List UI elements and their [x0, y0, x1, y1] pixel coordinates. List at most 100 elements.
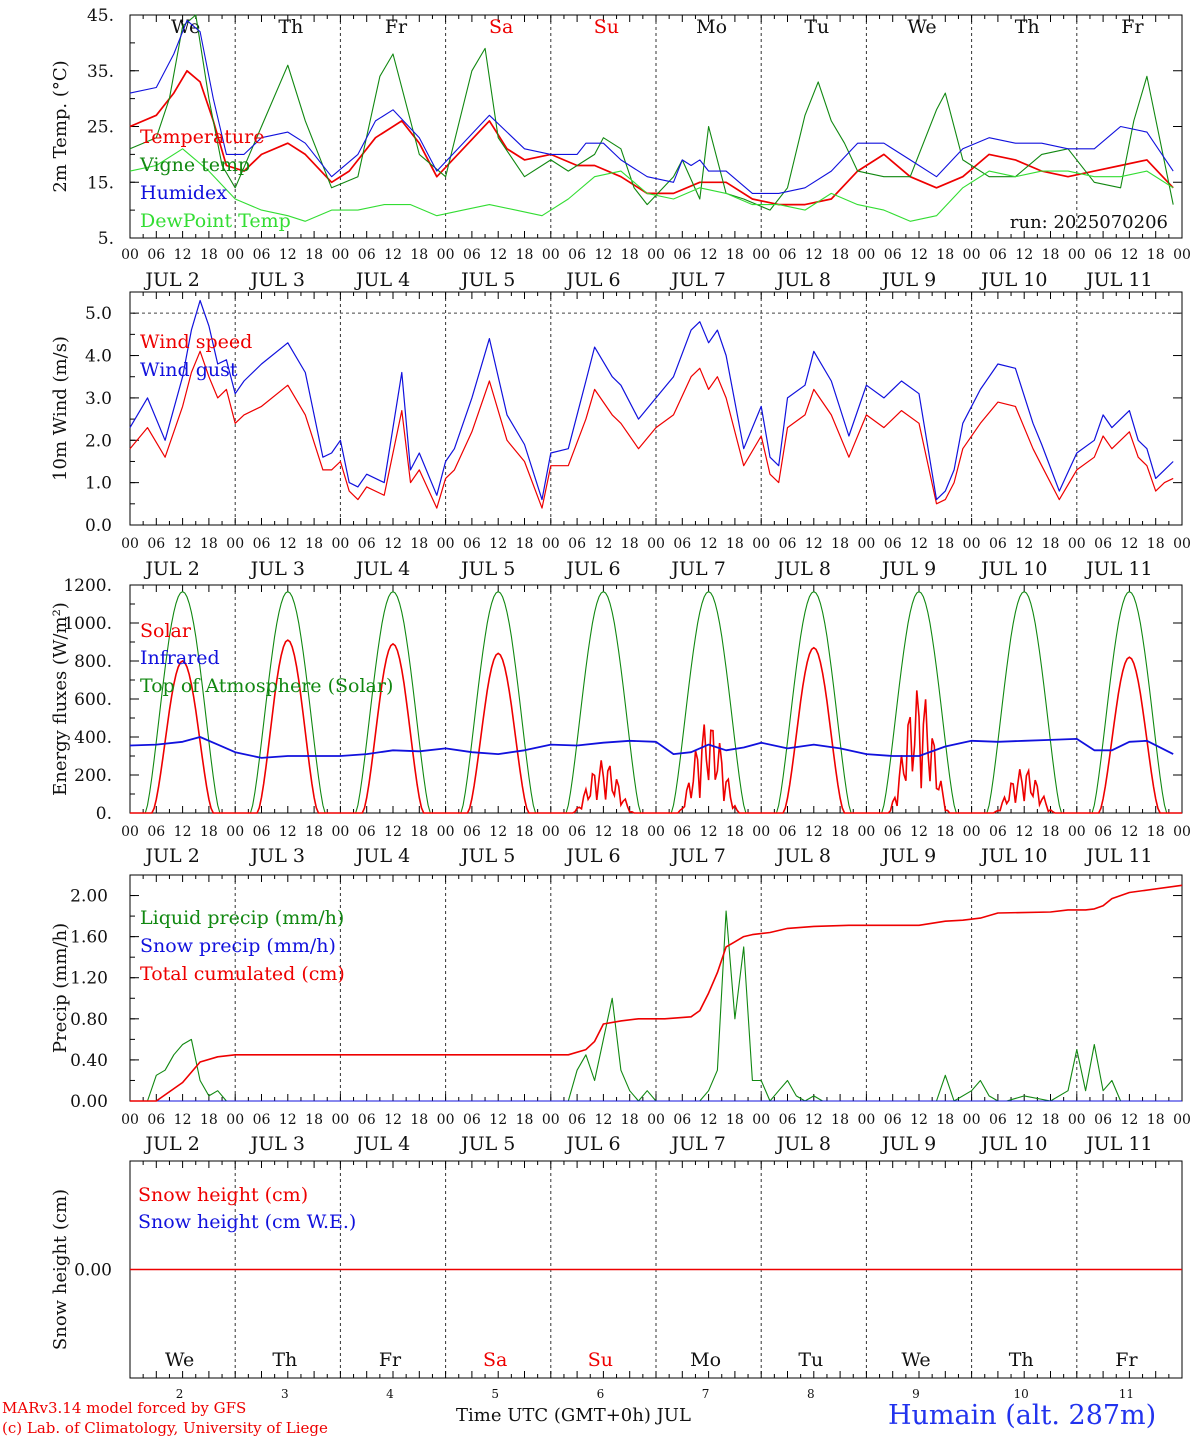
- precip-hour-label: 00: [647, 1112, 665, 1128]
- wind-hour-label: 06: [147, 536, 165, 552]
- precip-hour-label: 18: [831, 1112, 849, 1128]
- temp-frame: [129, 14, 1183, 239]
- temp-hour-label: 00: [226, 247, 244, 263]
- precip-date-label: JUL 7: [669, 1133, 725, 1155]
- run-label: run: 2025070206: [1010, 212, 1168, 233]
- wind-date-label: JUL 7: [669, 558, 725, 580]
- energy-solar-day-6: [656, 724, 762, 814]
- energy-hour-label: 18: [1042, 824, 1060, 840]
- precip-hour-label: 06: [779, 1112, 797, 1128]
- energy-legend-2: Infrared: [140, 647, 220, 669]
- wind-hour-label: 12: [594, 536, 612, 552]
- precip-hour-label: 18: [726, 1112, 744, 1128]
- energy-toa-day-2: [235, 590, 341, 814]
- snow-ylabel: Snow height (cm): [50, 1189, 71, 1350]
- energy-date-label: JUL 7: [669, 845, 725, 867]
- temp-hour-label: 06: [673, 247, 691, 263]
- energy-hour-label: 18: [936, 824, 954, 840]
- energy-hour-label: 18: [200, 824, 218, 840]
- wind-hour-label: 12: [1015, 536, 1033, 552]
- energy-hour-label: 06: [673, 824, 691, 840]
- temp-hour-label: 12: [489, 247, 507, 263]
- snow-day-number: 5: [491, 1387, 499, 1401]
- wind-hour-label: 12: [805, 536, 823, 552]
- temp-series-temperature: [129, 69, 1174, 206]
- precip-hour-label: 18: [516, 1112, 534, 1128]
- energy-toa-day-3: [340, 590, 446, 814]
- wind-hour-label: 00: [437, 536, 455, 552]
- energy-hour-label: 00: [857, 824, 875, 840]
- credits-line-2: (c) Lab. of Climatology, University of L…: [2, 1419, 328, 1437]
- wind-ylabel: 10m Wind (m/s): [50, 336, 71, 481]
- wind-ytick-label: 4.0: [85, 347, 112, 367]
- precip-hour-label: 00: [1068, 1112, 1086, 1128]
- wind-date-label: JUL 11: [1084, 558, 1152, 580]
- temp-hour-label: 00: [752, 247, 770, 263]
- precip-hour-label: 12: [910, 1112, 928, 1128]
- energy-date-label: JUL 10: [979, 845, 1047, 867]
- temp-hour-label: 18: [1147, 247, 1165, 263]
- wind-ytick-label: 2.0: [85, 431, 112, 451]
- wind-legend-2: Wind gust: [140, 359, 238, 381]
- wind-hour-label: 00: [121, 536, 139, 552]
- energy-hour-label: 00: [542, 824, 560, 840]
- wind-hour-label: 18: [410, 536, 428, 552]
- wind-hour-label: 12: [384, 536, 402, 552]
- temp-hour-label: 06: [358, 247, 376, 263]
- precip-legend-3: Total cumulated (cm): [140, 963, 345, 985]
- energy-hour-label: 18: [305, 824, 323, 840]
- temp-hour-label: 00: [437, 247, 455, 263]
- energy-solar-day-3: [340, 642, 446, 814]
- wind-hour-label: 18: [936, 536, 954, 552]
- temp-hour-label: 18: [936, 247, 954, 263]
- precip-hour-label: 18: [305, 1112, 323, 1128]
- temp-hour-label: 06: [253, 247, 271, 263]
- wind-hour-label: 06: [989, 536, 1007, 552]
- energy-date-label: JUL 4: [354, 845, 410, 867]
- precip-hour-label: 06: [1094, 1112, 1112, 1128]
- wind-hour-label: 06: [358, 536, 376, 552]
- wind-hour-label: 00: [542, 536, 560, 552]
- precip-hour-label: 12: [805, 1112, 823, 1128]
- snow-weekday-label: Su: [588, 1349, 613, 1371]
- temp-ytick-label: 5.: [98, 229, 114, 249]
- wind-series-wind-speed: [129, 350, 1174, 509]
- wind-hour-label: 18: [621, 536, 639, 552]
- temp-date-label: JUL 10: [979, 269, 1047, 291]
- wind-hour-label: 00: [647, 536, 665, 552]
- wind-hour-label: 06: [673, 536, 691, 552]
- snow-legend-1: Snow height (cm): [138, 1184, 308, 1206]
- wind-hour-label: 06: [884, 536, 902, 552]
- precip-hour-label: 18: [200, 1112, 218, 1128]
- precip-date-label: JUL 5: [459, 1133, 515, 1155]
- wind-hour-label: 18: [726, 536, 744, 552]
- precip-series-liquid-precip-mm-h-: [130, 910, 1130, 1102]
- energy-hour-label: 00: [226, 824, 244, 840]
- energy-series-infrared: [129, 736, 1174, 759]
- temp-hour-label: 00: [857, 247, 875, 263]
- energy-toa-day-4: [445, 590, 551, 814]
- energy-hour-label: 18: [410, 824, 428, 840]
- temp-hour-label: 00: [963, 247, 981, 263]
- energy-hour-label: 18: [831, 824, 849, 840]
- wind-hour-label: 12: [174, 536, 192, 552]
- temp-date-label: JUL 8: [775, 269, 831, 291]
- energy-hour-label: 12: [1120, 824, 1138, 840]
- snow-day-number: 2: [176, 1387, 184, 1401]
- wind-date-label: JUL 4: [354, 558, 410, 580]
- x-axis-title: Time UTC (GMT+0h) JUL: [456, 1405, 691, 1426]
- temp-ylabel: 2m Temp. (°C): [50, 60, 71, 192]
- wind-hour-label: 00: [331, 536, 349, 552]
- temp-weekday-label: Tu: [804, 16, 829, 38]
- temp-date-label: JUL 4: [354, 269, 410, 291]
- wind-hour-label: 12: [910, 536, 928, 552]
- precip-hour-label: 00: [331, 1112, 349, 1128]
- temp-hour-label: 12: [384, 247, 402, 263]
- energy-solar-day-5: [550, 760, 656, 814]
- wind-date-label: JUL 10: [979, 558, 1047, 580]
- wind-date-label: JUL 8: [775, 558, 831, 580]
- precip-hour-label: 00: [963, 1112, 981, 1128]
- precip-hour-label: 00: [121, 1112, 139, 1128]
- precip-hour-label: 12: [174, 1112, 192, 1128]
